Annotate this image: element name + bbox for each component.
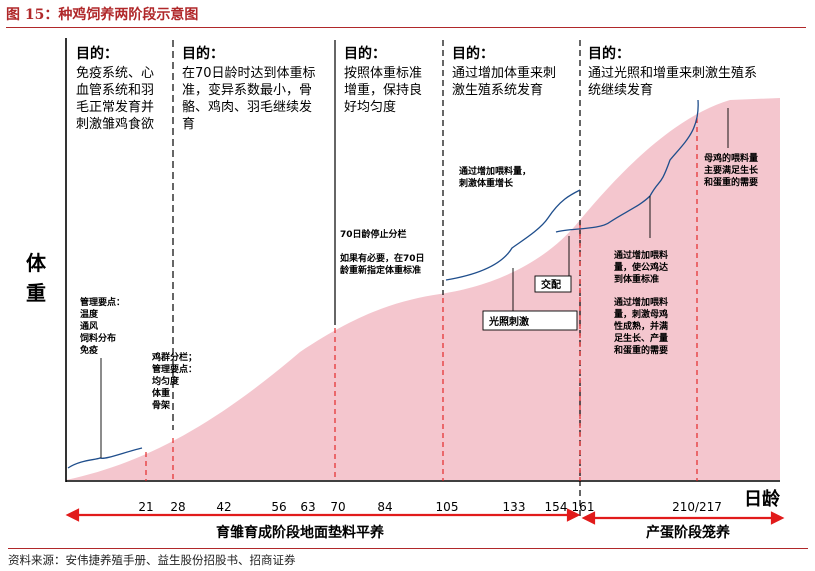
goal-text: 骼、鸡肉、羽毛继续发 <box>182 99 312 115</box>
y-axis-label: 重 <box>26 281 46 305</box>
goal-text: 通过增加体重来刺 <box>452 65 556 81</box>
flock-note: 鸡群分栏； <box>151 351 197 363</box>
management-note: 免疫 <box>80 344 98 356</box>
goal-text: 免疫系统、心 <box>76 65 154 81</box>
x-tick-label: 161 <box>572 500 595 514</box>
phase-label-brooding: 育雏育成阶段地面垫料平养 <box>216 524 385 541</box>
goal-text: 增重，保持良 <box>344 82 422 98</box>
feed-increase-note: 刺激体重增长 <box>458 177 514 189</box>
hen-feed-note: 性成熟，并满 <box>614 320 668 332</box>
light-stimulus-box <box>482 310 578 331</box>
goal-heading: 目的： <box>588 45 630 62</box>
goal-heading: 目的： <box>182 45 224 62</box>
goal-text: 血管系统和羽 <box>76 83 154 98</box>
day-markers <box>145 118 698 481</box>
hen-feed-note: 量，刺激母鸡 <box>614 308 668 320</box>
figure-title: 图 15：种鸡饲养两阶段示意图 <box>6 5 806 28</box>
mating-label: 交配 <box>541 278 561 291</box>
goal-text: 刺激雏鸡食欲 <box>76 116 154 132</box>
day70-note: 如果有必要，在70日 <box>340 252 425 264</box>
feed-increase-note: 通过增加喂料量， <box>459 165 531 177</box>
x-tick-label: 105 <box>436 500 459 514</box>
male-weight-note: 通过增加喂料 <box>614 249 668 261</box>
y-axis-label: 体 <box>26 251 47 275</box>
goal-text: 通过光照和增重来刺激生殖系 <box>588 65 757 81</box>
goal-text: 在70日龄时达到体重标 <box>182 65 316 81</box>
flock-note: 体重 <box>152 387 170 399</box>
hen-needs-note: 主要满足生长 <box>704 164 759 176</box>
x-tick-label: 154 <box>545 500 568 514</box>
goal-text: 好均匀度 <box>344 99 396 115</box>
goal-text: 育 <box>182 116 195 132</box>
brace-curves <box>67 99 699 469</box>
mating-box <box>534 275 572 293</box>
hen-needs-note: 和蛋重的需要 <box>703 176 758 188</box>
phase-arrows <box>65 508 785 525</box>
goal-heading: 目的： <box>344 45 386 62</box>
management-note: 管理要点： <box>80 296 125 308</box>
growth-area <box>66 98 780 480</box>
day70-note: 70日龄停止分栏 <box>340 228 407 240</box>
goal-text: 激生殖系统发育 <box>452 82 543 98</box>
management-note: 饲料分布 <box>79 332 116 344</box>
x-tick-label: 70 <box>330 500 345 514</box>
x-tick-label: 210/217 <box>672 500 722 514</box>
flock-note: 均匀度 <box>152 375 180 387</box>
x-tick-label: 56 <box>271 500 286 514</box>
hen-needs-note: 母鸡的喂料量 <box>704 152 758 164</box>
flock-note: 管理要点： <box>152 363 197 375</box>
source-note: 资料来源：安伟捷养殖手册、益生股份招股书、招商证券 <box>8 548 808 568</box>
management-note: 温度 <box>80 308 99 320</box>
goal-text: 毛正常发育并 <box>76 99 154 115</box>
pointer-lines <box>100 108 729 458</box>
hen-feed-note: 和蛋重的需要 <box>613 344 668 356</box>
goal-heading: 目的： <box>452 45 494 62</box>
x-tick-label: 21 <box>138 500 153 514</box>
day70-note: 龄重新指定体重标准 <box>340 264 421 276</box>
x-tick-label: 28 <box>170 500 185 514</box>
goal-text: 准，变异系数最小，骨 <box>182 82 312 98</box>
management-note: 通风 <box>80 320 98 332</box>
x-tick-label: 63 <box>300 500 315 514</box>
goal-text: 统继续发育 <box>588 82 653 98</box>
male-weight-note: 到体重标准 <box>614 273 659 285</box>
hen-feed-note: 通过增加喂料 <box>614 296 668 308</box>
phase-label-laying: 产蛋阶段笼养 <box>646 524 731 541</box>
x-tick-label: 133 <box>503 500 526 514</box>
goal-text: 按照体重标准 <box>344 65 422 81</box>
light-stimulus-label: 光照刺激 <box>488 315 529 328</box>
x-axis-label: 日龄 <box>744 488 781 510</box>
x-tick-label: 42 <box>216 500 231 514</box>
x-tick-label: 84 <box>377 500 392 514</box>
male-weight-note: 量，使公鸡达 <box>614 261 668 273</box>
flock-note: 骨架 <box>152 399 170 411</box>
hen-feed-note: 足生长、产量 <box>614 332 668 344</box>
goal-heading: 目的： <box>76 45 118 62</box>
